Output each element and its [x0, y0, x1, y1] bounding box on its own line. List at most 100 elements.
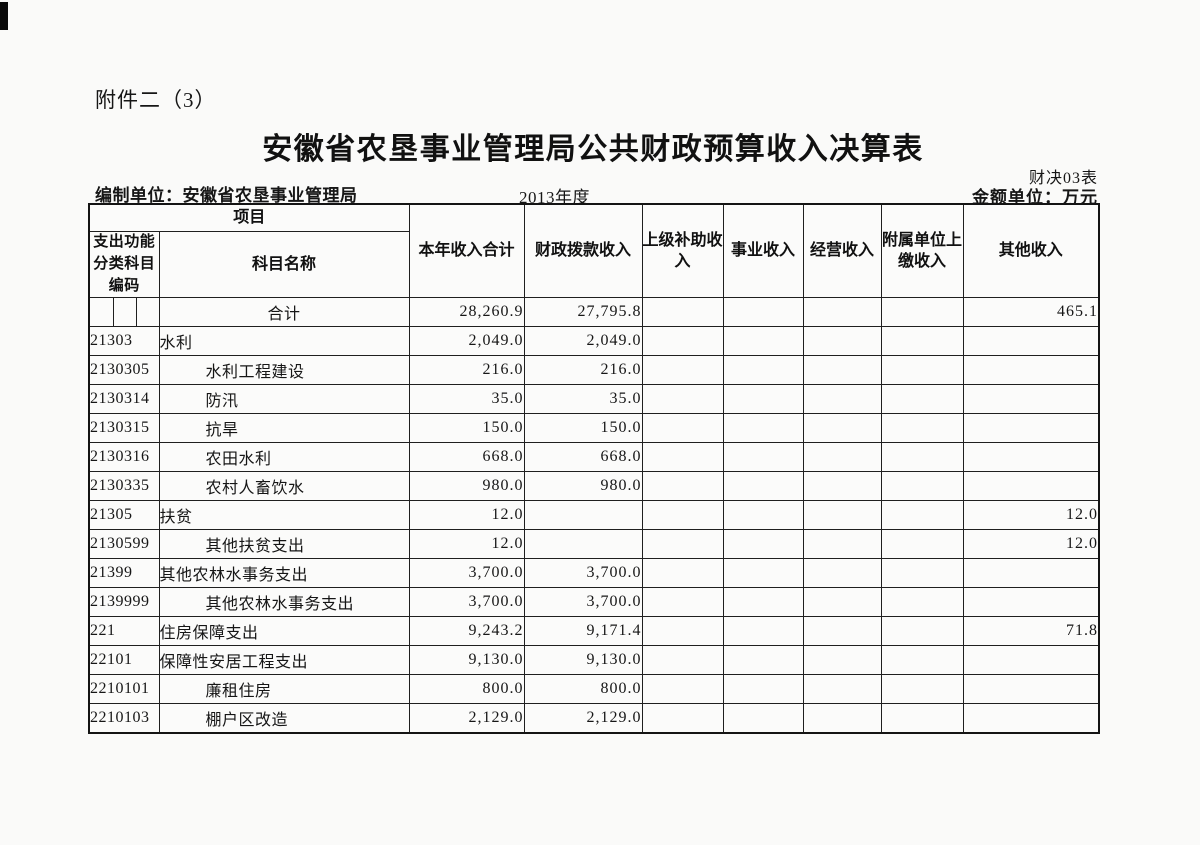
function-code-cell [88, 297, 160, 328]
value-cell: 12.0 [962, 529, 1100, 560]
value-cell [722, 500, 804, 531]
header-total-income: 本年收入合计 [408, 203, 525, 299]
value-cell: 668.0 [408, 442, 525, 473]
value-cell [523, 529, 643, 560]
table-row: 2130305 水利工程建设 216.0 216.0 [88, 355, 1100, 386]
value-cell [802, 500, 882, 531]
subject-name-cell: 其他扶贫支出 [158, 529, 410, 560]
value-cell [802, 355, 882, 386]
header-superior-subsidy: 上级补助收入 [641, 203, 724, 299]
value-cell [641, 587, 724, 618]
value-cell: 12.0 [408, 500, 525, 531]
value-cell: 2,049.0 [523, 326, 643, 357]
value-cell [802, 529, 882, 560]
value-cell [880, 297, 964, 328]
form-code-label: 财决03表 [1028, 170, 1098, 187]
value-cell: 3,700.0 [408, 587, 525, 618]
function-code-cell: 2130316 [88, 442, 160, 473]
table-header: 项目 本年收入合计 财政拨款收入 上级补助收入 事业收入 经营收入 附属单位上缴… [88, 203, 1100, 299]
value-cell: 9,130.0 [523, 645, 643, 676]
subject-name-cell: 合计 [158, 297, 410, 328]
value-cell [802, 703, 882, 734]
table-row: 2210103 棚户区改造 2,129.0 2,129.0 [88, 703, 1100, 734]
subject-name-cell: 住房保障支出 [158, 616, 410, 647]
value-cell [722, 297, 804, 328]
value-cell [802, 384, 882, 415]
value-cell [641, 558, 724, 589]
value-cell: 150.0 [523, 413, 643, 444]
value-cell [641, 500, 724, 531]
subject-name-cell: 农村人畜饮水 [158, 471, 410, 502]
value-cell: 9,171.4 [523, 616, 643, 647]
table-row: 2210101 廉租住房 800.0 800.0 [88, 674, 1100, 705]
value-cell [880, 587, 964, 618]
budget-revenue-table: 项目 本年收入合计 财政拨款收入 上级补助收入 事业收入 经营收入 附属单位上缴… [88, 203, 1101, 734]
header-fiscal-appropriation: 财政拨款收入 [523, 203, 643, 299]
value-cell [641, 645, 724, 676]
table-row: 2130316 农田水利 668.0 668.0 [88, 442, 1100, 473]
subject-name-cell: 水利工程建设 [158, 355, 410, 386]
value-cell: 800.0 [408, 674, 525, 705]
function-code-cell: 21303 [88, 326, 160, 357]
header-business-income: 事业收入 [722, 203, 804, 299]
value-cell [641, 529, 724, 560]
value-cell [962, 558, 1100, 589]
value-cell [880, 529, 964, 560]
value-cell: 3,700.0 [523, 558, 643, 589]
value-cell [802, 471, 882, 502]
value-cell [722, 587, 804, 618]
function-code-cell: 2130315 [88, 413, 160, 444]
value-cell: 12.0 [962, 500, 1100, 531]
value-cell [641, 297, 724, 328]
table-row: 21305 扶贫 12.0 12.0 [88, 500, 1100, 531]
value-cell: 2,049.0 [408, 326, 525, 357]
value-cell: 2,129.0 [408, 703, 525, 734]
value-cell: 2,129.0 [523, 703, 643, 734]
subject-name-cell: 其他农林水事务支出 [158, 558, 410, 589]
function-code-cell: 2139999 [88, 587, 160, 618]
function-code-cell: 2130314 [88, 384, 160, 415]
value-cell [962, 384, 1100, 415]
value-cell [641, 413, 724, 444]
value-cell [802, 297, 882, 328]
value-cell [722, 326, 804, 357]
subject-name-cell: 农田水利 [158, 442, 410, 473]
value-cell [962, 413, 1100, 444]
value-cell [802, 616, 882, 647]
table-row: 21303 水利 2,049.0 2,049.0 [88, 326, 1100, 357]
value-cell [641, 616, 724, 647]
value-cell: 150.0 [408, 413, 525, 444]
value-cell [641, 674, 724, 705]
value-cell: 980.0 [523, 471, 643, 502]
value-cell: 800.0 [523, 674, 643, 705]
value-cell [880, 558, 964, 589]
function-code-cell: 2210101 [88, 674, 160, 705]
attachment-label: 附件二（3） [95, 88, 217, 112]
value-cell [962, 645, 1100, 676]
table-row: 合计 28,260.9 27,795.8 465.1 [88, 297, 1100, 328]
value-cell [722, 413, 804, 444]
value-cell: 12.0 [408, 529, 525, 560]
value-cell [802, 442, 882, 473]
value-cell [962, 326, 1100, 357]
table-body: 合计 28,260.9 27,795.8 465.1 21303 水利 2,049.0 2,0… [88, 297, 1100, 734]
value-cell [880, 326, 964, 357]
page-title: 安徽省农垦事业管理局公共财政预算收入决算表 [262, 133, 924, 166]
value-cell [962, 442, 1100, 473]
function-code-cell: 21305 [88, 500, 160, 531]
value-cell [802, 645, 882, 676]
value-cell [722, 529, 804, 560]
value-cell [880, 703, 964, 734]
value-cell [962, 355, 1100, 386]
value-cell: 216.0 [408, 355, 525, 386]
function-code-cell: 221 [88, 616, 160, 647]
value-cell [641, 471, 724, 502]
value-cell: 3,700.0 [523, 587, 643, 618]
value-cell: 9,130.0 [408, 645, 525, 676]
subject-name-cell: 抗旱 [158, 413, 410, 444]
function-code-cell: 22101 [88, 645, 160, 676]
header-project: 项目 [88, 203, 410, 232]
table-meta-row: 编制单位：安徽省农垦事业管理局 2013年度 金额单位：万元 [88, 181, 1098, 207]
subject-name-cell: 廉租住房 [158, 674, 410, 705]
